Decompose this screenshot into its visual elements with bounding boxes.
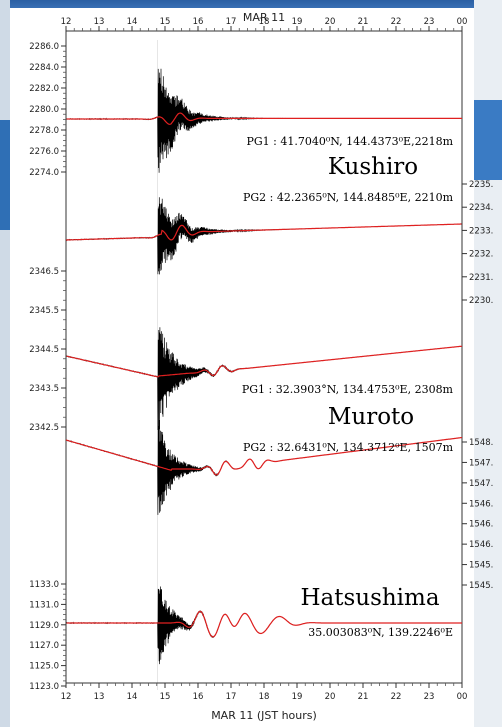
bottom-axis-tick-label: 18 bbox=[259, 692, 270, 702]
hatsushima-station-name: Hatsushima bbox=[300, 585, 439, 611]
y-axis-tick-label: 2286.0 bbox=[29, 42, 59, 52]
window-right-accent bbox=[474, 100, 502, 180]
top-axis-tick-label: 23 bbox=[424, 17, 435, 27]
bottom-axis-tick-label: 14 bbox=[127, 692, 138, 702]
top-axis-tick-label: 16 bbox=[193, 17, 204, 27]
y-axis-tick-label: 1123.0 bbox=[29, 682, 59, 692]
bottom-axis-tick-label: 22 bbox=[391, 692, 402, 702]
top-axis-tick-label: 21 bbox=[358, 17, 369, 27]
top-axis-tick-label: 17 bbox=[226, 17, 237, 27]
y-axis-tick-label: 1133.0 bbox=[29, 580, 59, 590]
kushiro-pg1-filtered-trace bbox=[66, 112, 462, 125]
muroto-pg2-raw-trace bbox=[65, 419, 462, 515]
y-axis-tick-label: 2274.0 bbox=[29, 168, 59, 178]
bottom-axis-tick-label: 23 bbox=[424, 692, 435, 702]
top-axis-tick-label: 12 bbox=[61, 17, 72, 27]
kushiro-station-name: Kushiro bbox=[328, 154, 418, 180]
right-y-axis-tick-label: 1548. bbox=[469, 438, 493, 448]
bottom-axis-tick-label: 12 bbox=[61, 692, 72, 702]
y-axis-tick-label: 2342.5 bbox=[29, 423, 59, 433]
top-axis-tick-label: 14 bbox=[127, 17, 138, 27]
kushiro-pg2-filtered-trace bbox=[66, 223, 462, 241]
y-axis-tick-label: 2346.5 bbox=[29, 267, 59, 277]
right-y-axis-tick-label: 1547. bbox=[469, 458, 493, 468]
top-axis-tick-label: 22 bbox=[391, 17, 402, 27]
top-axis-label: MAR 11 bbox=[243, 11, 285, 24]
top-axis-tick-label: 00 bbox=[457, 17, 468, 27]
top-axis-tick-label: 18 bbox=[259, 17, 270, 27]
top-axis-tick-label: 13 bbox=[94, 17, 105, 27]
bottom-axis-tick-label: 19 bbox=[292, 692, 303, 702]
bottom-axis-tick-label: 20 bbox=[325, 692, 336, 702]
y-axis-tick-label: 1127.0 bbox=[29, 641, 59, 651]
y-axis-tick-label: 2343.5 bbox=[29, 384, 59, 394]
y-axis-tick-label: 1125.0 bbox=[29, 662, 59, 672]
muroto-pg2-filtered-trace bbox=[65, 436, 463, 476]
y-axis-tick-label: 2276.0 bbox=[29, 147, 59, 157]
right-y-axis-tick-label: 2235. bbox=[469, 180, 493, 190]
bottom-axis-tick-label: 15 bbox=[160, 692, 171, 702]
hatsushima-sensor-label: 35.003083⁰N, 139.2246⁰E bbox=[308, 626, 453, 639]
top-axis-tick-label: 15 bbox=[160, 17, 171, 27]
right-y-axis-tick-label: 2232. bbox=[469, 250, 493, 260]
bottom-axis-tick-label: 16 bbox=[193, 692, 204, 702]
chart-paper bbox=[10, 8, 474, 727]
top-axis-tick-label: 20 bbox=[325, 17, 336, 27]
y-axis-tick-label: 1131.0 bbox=[29, 600, 59, 610]
muroto-pg2-label: PG2 : 32.6431⁰N, 134.3712⁰E, 1507m bbox=[243, 441, 454, 454]
window-left-edge bbox=[0, 0, 10, 727]
bottom-axis-label: MAR 11 (JST hours) bbox=[211, 709, 317, 722]
right-y-axis-tick-label: 1546. bbox=[469, 520, 493, 530]
kushiro-pg2-raw-trace bbox=[65, 197, 462, 275]
hatsushima-filtered-trace bbox=[66, 610, 462, 638]
muroto-pg1-filtered-trace bbox=[65, 345, 463, 378]
kushiro-pg2-label: PG2 : 42.2365⁰N, 144.8485⁰E, 2210m bbox=[243, 191, 454, 204]
y-axis-tick-label: 2278.0 bbox=[29, 126, 59, 136]
y-axis-tick-label: 2284.0 bbox=[29, 63, 59, 73]
muroto-station-name: Muroto bbox=[328, 404, 414, 430]
right-y-axis-tick-label: 1545. bbox=[469, 581, 493, 591]
y-axis-tick-label: 2280.0 bbox=[29, 105, 59, 115]
right-y-axis-tick-label: 1546. bbox=[469, 499, 493, 509]
bottom-axis-tick-label: 00 bbox=[457, 692, 468, 702]
bottom-axis-tick-label: 21 bbox=[358, 692, 369, 702]
right-y-axis-tick-label: 2234. bbox=[469, 203, 493, 213]
bottom-axis-tick-label: 13 bbox=[94, 692, 105, 702]
right-y-axis-tick-label: 1547. bbox=[469, 479, 493, 489]
right-y-axis-tick-label: 2230. bbox=[469, 296, 493, 306]
muroto-pg1-label: PG1 : 32.3903°N, 134.4753⁰E, 2308m bbox=[242, 383, 454, 396]
right-y-axis-tick-label: 2233. bbox=[469, 226, 493, 236]
right-y-axis-tick-label: 1545. bbox=[469, 561, 493, 571]
y-axis-tick-label: 1129.0 bbox=[29, 621, 59, 631]
kushiro-pg1-label: PG1 : 41.7040⁰N, 144.4373⁰E,2218m bbox=[246, 135, 453, 148]
right-y-axis-tick-label: 1546. bbox=[469, 540, 493, 550]
y-axis-tick-label: 2345.5 bbox=[29, 306, 59, 316]
window-left-accent bbox=[0, 120, 10, 230]
top-axis-tick-label: 19 bbox=[292, 17, 303, 27]
bottom-axis-tick-label: 17 bbox=[226, 692, 237, 702]
y-axis-tick-label: 2344.5 bbox=[29, 345, 59, 355]
y-axis-tick-label: 2282.0 bbox=[29, 84, 59, 94]
right-y-axis-tick-label: 2231. bbox=[469, 273, 493, 283]
